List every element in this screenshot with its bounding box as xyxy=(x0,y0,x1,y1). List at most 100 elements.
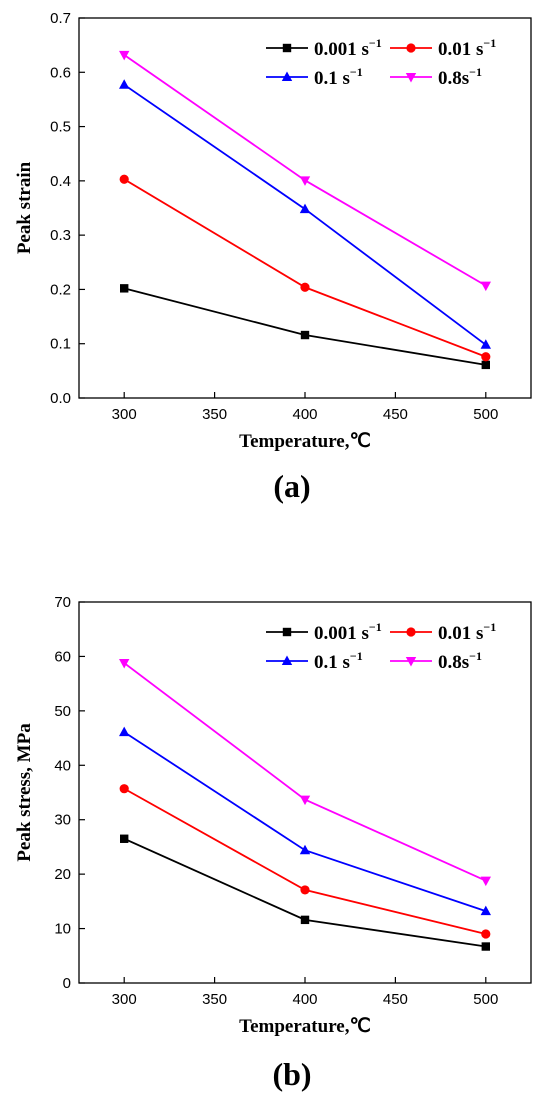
data-point xyxy=(299,795,311,806)
x-tick-label: 350 xyxy=(202,991,227,1008)
x-tick-label: 300 xyxy=(112,991,137,1008)
legend-label-sup: −1 xyxy=(350,65,363,79)
series-1 xyxy=(119,784,491,939)
data-point xyxy=(119,79,130,89)
legend-item: 0.01 s−1 xyxy=(390,620,496,644)
series-line xyxy=(123,787,487,935)
data-point xyxy=(480,905,491,916)
x-axis-title: Temperature,℃ xyxy=(239,431,371,452)
legend-label-text: 0.8s xyxy=(438,68,469,89)
y-tick-label: 0 xyxy=(63,975,71,992)
data-point xyxy=(481,942,490,951)
legend-label-sup: −1 xyxy=(483,36,496,50)
y-tick-label: 0.5 xyxy=(50,119,71,136)
legend-label-text: 0.1 s xyxy=(314,68,350,89)
legend-label-text: 0.001 s xyxy=(314,623,369,644)
legend-label-text: 0.1 s xyxy=(314,652,350,673)
series-0 xyxy=(120,284,490,370)
panel-label: (b) xyxy=(272,1056,311,1092)
y-tick-label: 50 xyxy=(54,703,71,720)
x-tick-label: 500 xyxy=(473,991,498,1008)
legend-item: 0.01 s−1 xyxy=(390,36,496,60)
data-point xyxy=(119,784,129,794)
y-tick-label: 0.2 xyxy=(50,281,71,298)
chart-panel-b: 300 350 400 450 500 0 10 20 30 40 50 60 70 Temperatur… xyxy=(14,594,532,1092)
y-tick-label: 40 xyxy=(54,757,71,774)
legend-marker xyxy=(282,43,292,53)
panel-label: (a) xyxy=(273,468,310,504)
x-tick-label: 400 xyxy=(292,991,317,1008)
legend-label-sup: −1 xyxy=(469,65,482,79)
legend-label: 0.1 s−1 xyxy=(314,65,363,89)
data-point xyxy=(481,360,490,370)
legend-item: 0.8s−1 xyxy=(390,649,482,673)
data-point xyxy=(119,174,129,184)
series-0 xyxy=(120,834,490,951)
data-point xyxy=(299,844,311,855)
legend-marker xyxy=(406,627,416,637)
series-2 xyxy=(119,726,491,916)
legend-item: 0.001 s−1 xyxy=(266,36,382,60)
legend-label-text: 0.01 s xyxy=(438,623,483,644)
series-line xyxy=(123,54,487,287)
data-point xyxy=(300,885,310,895)
legend-marker xyxy=(281,71,293,81)
y-tick-label: 20 xyxy=(54,866,71,883)
y-tick-label: 70 xyxy=(54,594,71,611)
data-point xyxy=(480,339,491,349)
series-line xyxy=(123,287,486,366)
legend-item: 0.1 s−1 xyxy=(266,649,363,673)
series-2 xyxy=(119,79,491,349)
series-3 xyxy=(119,50,491,292)
data-point xyxy=(120,284,129,293)
data-point xyxy=(480,876,491,887)
x-tick-label: 450 xyxy=(383,406,408,423)
data-point xyxy=(480,281,491,292)
legend-marker xyxy=(405,73,417,83)
legend-item: 0.8s−1 xyxy=(390,65,482,89)
legend-label: 0.01 s−1 xyxy=(438,620,496,644)
legend-marker xyxy=(281,655,293,665)
data-point xyxy=(300,915,310,925)
legend-label: 0.8s−1 xyxy=(438,649,482,673)
legend: 0.001 s−1 0.01 s−10.1 s−1 0.8s−1 xyxy=(266,36,496,89)
data-point xyxy=(300,330,310,340)
y-tick-label: 0.3 xyxy=(50,227,71,244)
series-1 xyxy=(119,174,491,362)
legend-marker xyxy=(405,657,417,667)
legend: 0.001 s−1 0.01 s−10.1 s−1 0.8s−1 xyxy=(266,620,496,673)
legend-marker xyxy=(282,627,292,637)
legend-label: 0.8s−1 xyxy=(438,65,482,89)
data-point xyxy=(120,834,129,843)
y-axis-title: Peak strain xyxy=(14,161,35,254)
y-tick-label: 60 xyxy=(54,648,71,665)
x-tick-label: 450 xyxy=(383,991,408,1008)
y-tick-label: 30 xyxy=(54,812,71,829)
x-axis-title: Temperature,℃ xyxy=(239,1016,371,1037)
legend-label-sup: −1 xyxy=(469,649,482,663)
y-tick-label: 0.4 xyxy=(50,173,71,190)
data-point xyxy=(300,282,310,292)
legend-label-sup: −1 xyxy=(369,36,382,50)
legend-label: 0.1 s−1 xyxy=(314,649,363,673)
series-line xyxy=(123,84,487,346)
y-tick-label: 0.1 xyxy=(50,336,71,353)
x-tick-label: 500 xyxy=(473,406,498,423)
legend-label: 0.001 s−1 xyxy=(314,36,382,60)
series-3 xyxy=(119,658,491,887)
data-point xyxy=(299,203,311,214)
data-point xyxy=(119,726,130,737)
y-axis-title: Peak stress, MPa xyxy=(14,723,35,862)
data-point xyxy=(119,658,130,669)
legend-label-text: 0.8s xyxy=(438,652,469,673)
legend-label-sup: −1 xyxy=(350,649,363,663)
x-tick-label: 300 xyxy=(112,406,137,423)
y-tick-label: 0.6 xyxy=(50,64,71,81)
legend-marker xyxy=(406,43,416,53)
legend-label-text: 0.01 s xyxy=(438,39,483,60)
legend-item: 0.1 s−1 xyxy=(266,65,363,89)
legend-label-sup: −1 xyxy=(369,620,382,634)
x-tick-label: 350 xyxy=(202,406,227,423)
legend-label: 0.001 s−1 xyxy=(314,620,382,644)
